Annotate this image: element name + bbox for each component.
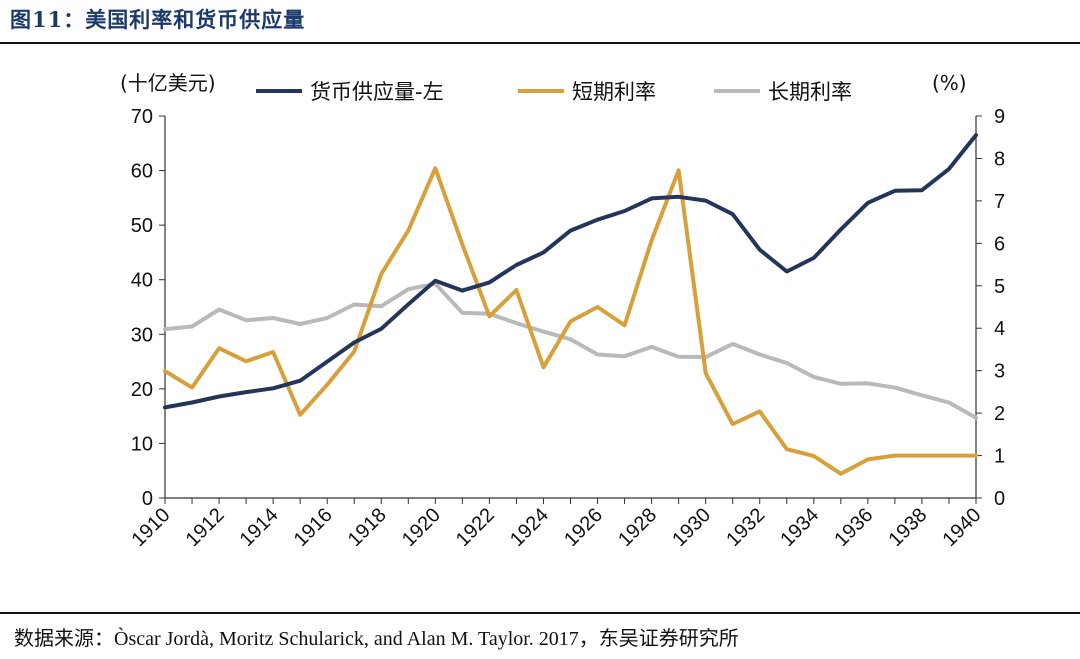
left-tick-label: 10 (131, 433, 153, 455)
legend-label-money-supply: 货币供应量-左 (310, 80, 444, 104)
right-tick-label: 2 (994, 403, 1005, 425)
x-tick-label: 1920 (398, 504, 445, 551)
series-line-money-supply (163, 133, 978, 410)
x-tick-label: 1926 (560, 504, 607, 551)
left-axis-unit: (十亿美元) (120, 71, 216, 95)
x-tick-label: 1938 (884, 504, 931, 551)
left-tick-label: 20 (131, 379, 153, 401)
right-axis-ticks: 0 1 2 3 4 5 6 7 8 9 (976, 106, 1005, 510)
x-tick-label: 1930 (668, 504, 715, 551)
left-axis-ticks: 0 10 20 30 40 50 60 70 (131, 106, 165, 510)
source-note: 数据来源：Òscar Jordà, Moritz Schularick, and… (14, 628, 739, 650)
x-tick-label: 1928 (614, 504, 661, 551)
x-tick-label: 1912 (182, 504, 229, 551)
x-axis-ticks: 1910 1912 1914 1916 1918 1920 1922 1924 1926 1928… (128, 498, 986, 551)
x-tick-label: 1940 (939, 504, 986, 551)
left-tick-label: 30 (131, 324, 153, 346)
figure-title: 图11：美国利率和货币供应量 (10, 7, 306, 32)
series-layer (163, 133, 978, 476)
legend-label-long-rate: 长期利率 (768, 80, 852, 104)
right-tick-label: 1 (994, 446, 1005, 468)
left-tick-label: 60 (131, 161, 153, 183)
x-tick-label: 1910 (128, 504, 175, 551)
x-tick-label: 1924 (506, 504, 553, 551)
x-tick-label: 1914 (236, 504, 283, 551)
right-tick-label: 8 (994, 148, 1005, 170)
series-line-long-rate (163, 281, 978, 420)
right-tick-label: 0 (994, 488, 1005, 510)
plot-frame (164, 116, 977, 499)
right-axis-unit: (%) (932, 71, 967, 95)
left-tick-label: 0 (142, 488, 153, 510)
x-tick-label: 1918 (344, 504, 391, 551)
right-tick-label: 6 (994, 233, 1005, 255)
right-tick-label: 9 (994, 106, 1005, 128)
x-tick-label: 1932 (722, 504, 769, 551)
x-tick-label: 1922 (452, 504, 499, 551)
right-tick-label: 4 (994, 318, 1005, 340)
left-tick-label: 70 (131, 106, 153, 128)
chart-legend: 货币供应量-左 短期利率 长期利率 (256, 80, 852, 104)
right-tick-label: 3 (994, 361, 1005, 383)
x-tick-label: 1934 (776, 504, 823, 551)
left-tick-label: 40 (131, 270, 153, 292)
bottom-rule (0, 612, 1080, 614)
legend-label-short-rate: 短期利率 (572, 80, 656, 104)
left-tick-label: 50 (131, 215, 153, 237)
series-line-short-rate (163, 166, 978, 476)
x-tick-label: 1916 (290, 504, 337, 551)
right-tick-label: 7 (994, 191, 1005, 213)
top-rule (0, 42, 1080, 44)
right-tick-label: 5 (994, 276, 1005, 298)
x-tick-label: 1936 (830, 504, 877, 551)
